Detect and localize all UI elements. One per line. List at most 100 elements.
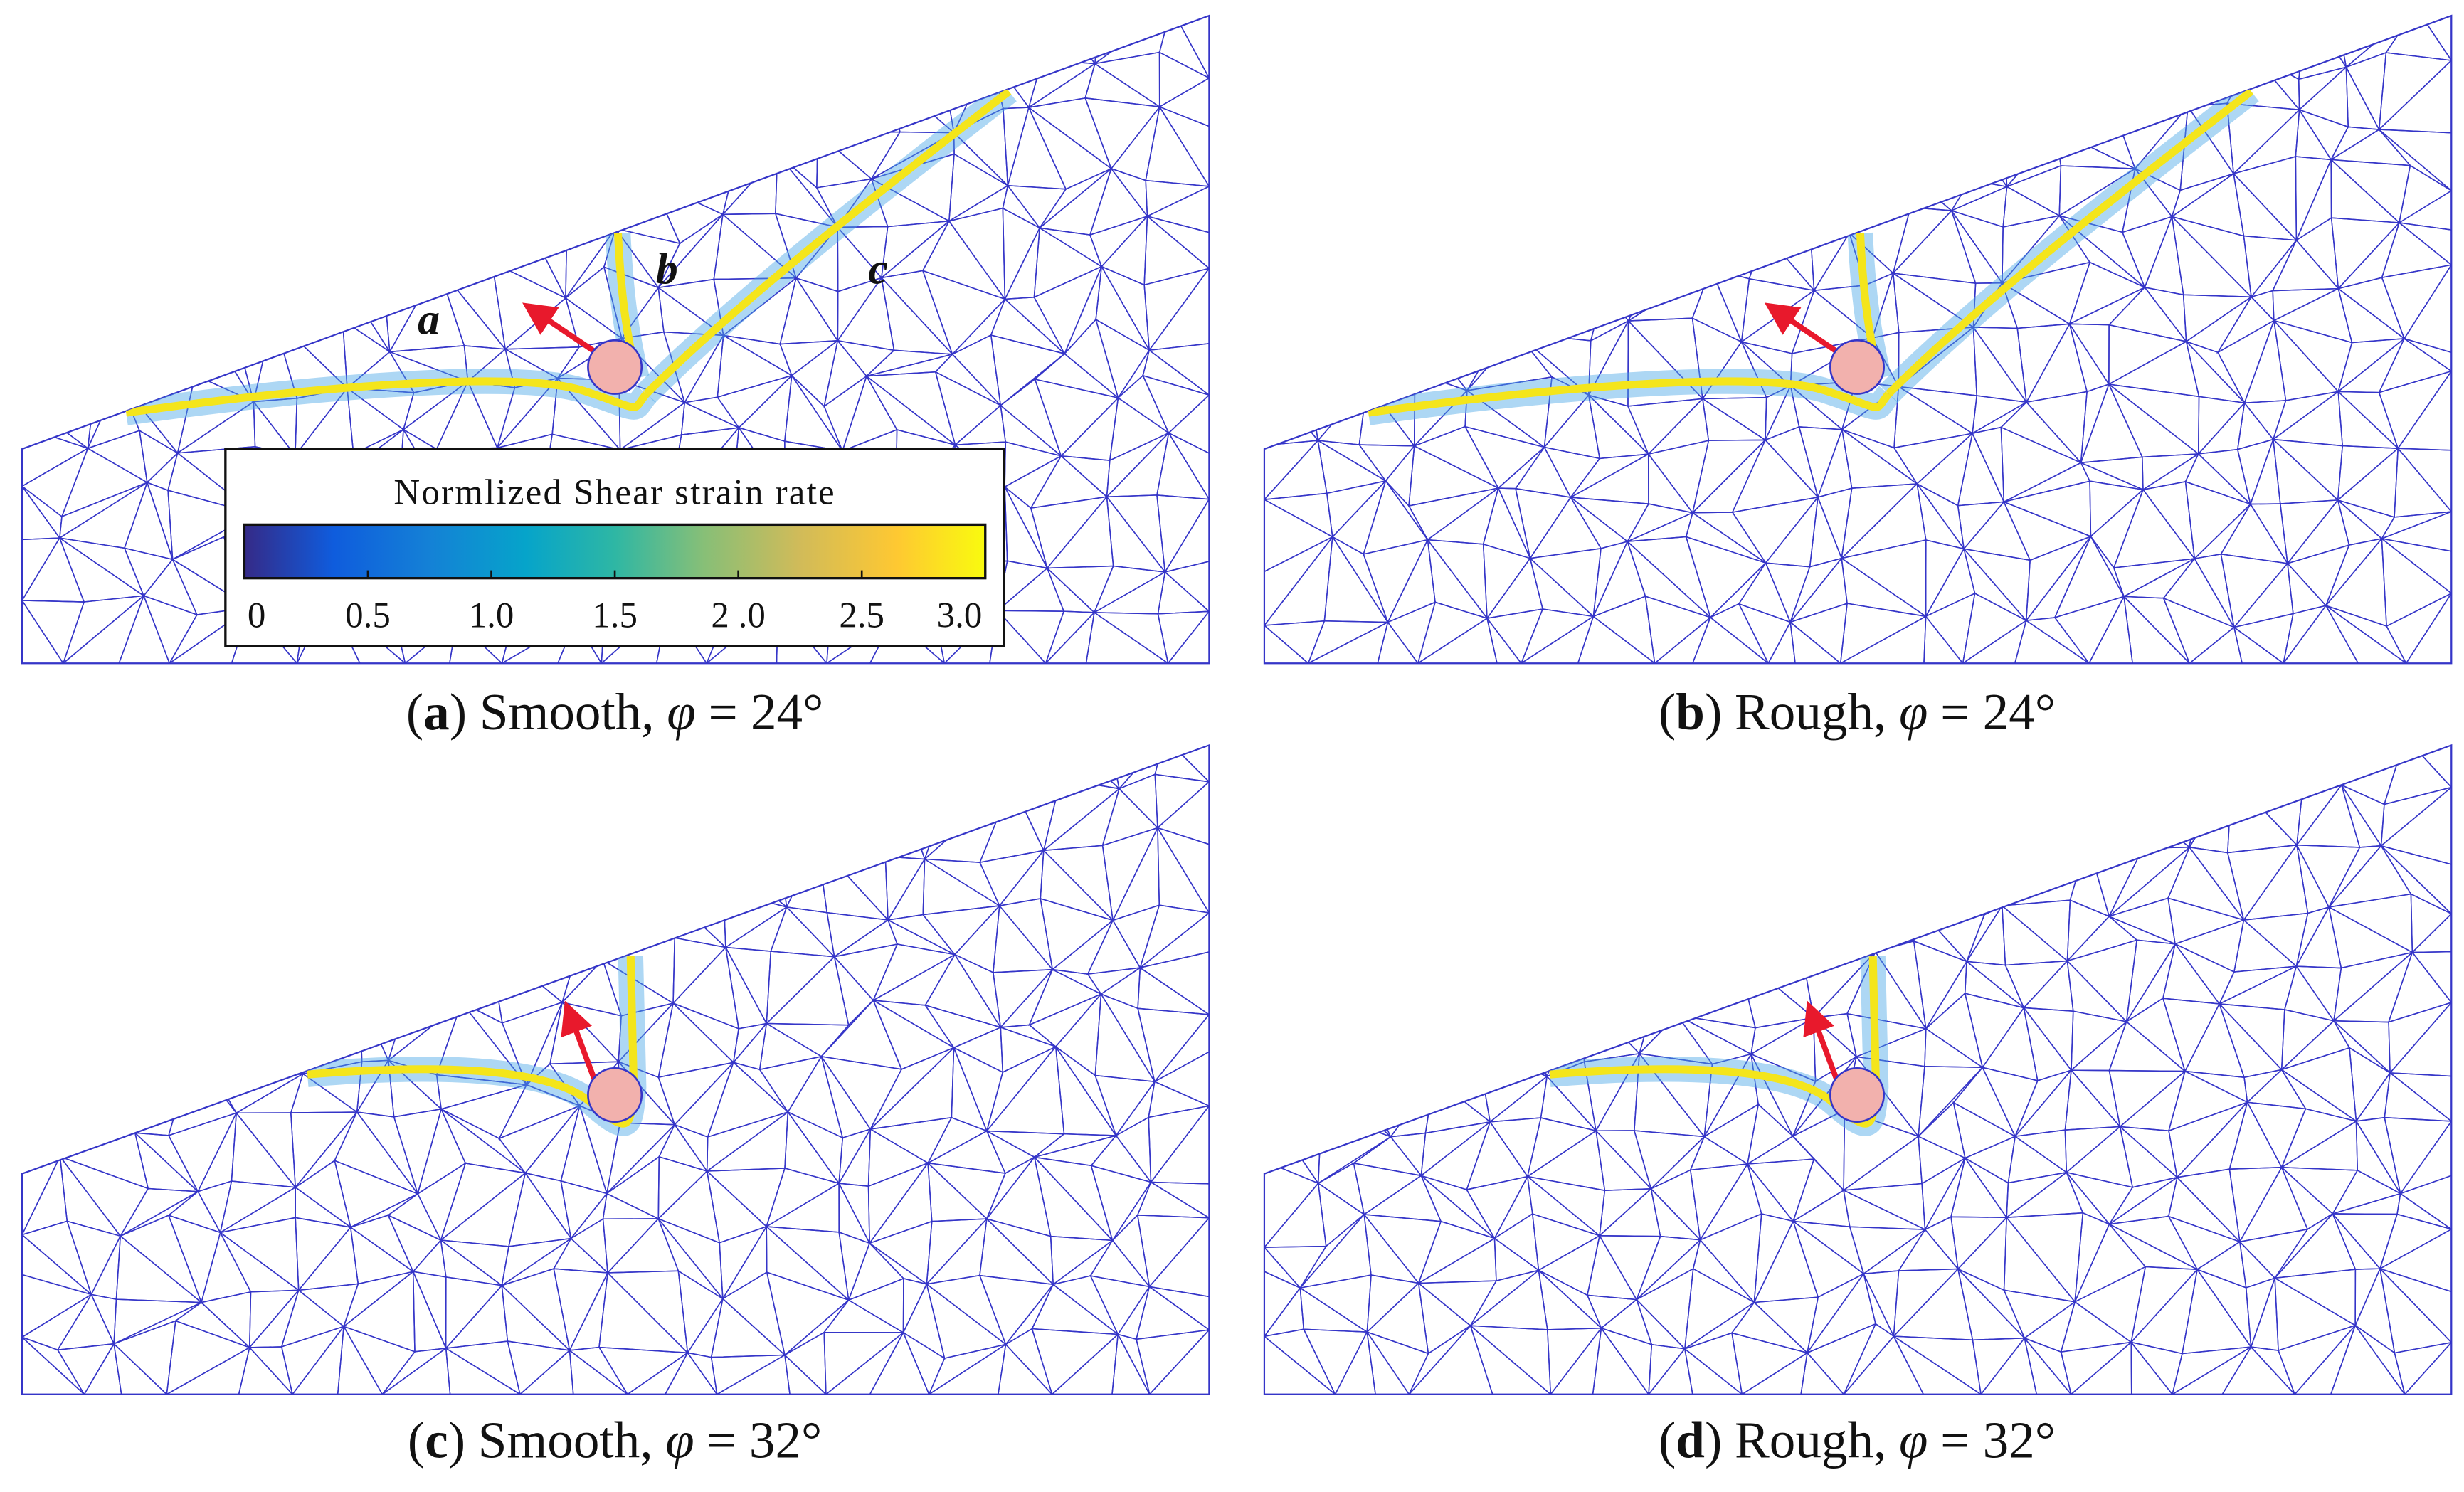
mesh-element: [887, 857, 926, 921]
mesh-element: [1572, 889, 1649, 961]
mesh-element: [2053, 596, 2125, 664]
panel: [21, 744, 1210, 1395]
mesh-element: [1746, 68, 1820, 135]
mesh-element: [343, 773, 407, 848]
mesh-element: [923, 782, 1012, 863]
mesh-element: [191, 1020, 250, 1085]
mesh-element: [879, 221, 950, 279]
mesh-element: [22, 62, 92, 125]
mesh-element: [1644, 206, 1712, 287]
mesh-element: [2394, 1341, 2452, 1395]
mesh-element: [926, 1116, 988, 1165]
mesh-element: [1002, 184, 1040, 229]
mesh-element: [1641, 889, 1705, 961]
mesh-element: [248, 962, 300, 1023]
mesh-element: [1377, 620, 1419, 664]
mesh-element: [951, 334, 1002, 408]
mesh-element: [1637, 745, 1703, 788]
mesh-element: [1488, 297, 1526, 335]
mesh-element: [1849, 1226, 1927, 1275]
mesh-element: [705, 1168, 786, 1228]
mesh-element: [598, 16, 674, 64]
mesh-element: [1302, 1004, 1379, 1069]
mesh-element: [569, 1349, 630, 1395]
mesh-element: [1846, 863, 1922, 912]
mesh-element: [1142, 349, 1210, 396]
mesh-element: [598, 1271, 689, 1354]
mesh-element: [1145, 105, 1210, 187]
mesh-element: [724, 905, 788, 952]
mesh-element: [1918, 68, 1980, 123]
mesh-element: [329, 845, 411, 900]
mesh-element: [1312, 316, 1369, 385]
mesh-element: [2130, 1340, 2174, 1395]
mesh-element: [1758, 16, 1816, 72]
mesh-element: [1422, 804, 1493, 858]
mesh-element: [349, 1226, 415, 1285]
mesh-element: [1007, 105, 1067, 190]
mesh-element: [1817, 427, 1853, 498]
mesh-element: [825, 16, 892, 80]
mesh-element: [1469, 1323, 1553, 1395]
mesh-element: [1358, 444, 1416, 482]
mesh-element: [565, 857, 629, 919]
mesh-element: [1799, 909, 1878, 953]
mesh-element: [783, 1331, 827, 1395]
mesh-element: [1654, 861, 1704, 908]
mesh-element: [603, 173, 654, 230]
mesh-element: [165, 745, 238, 803]
mesh-element: [1042, 778, 1121, 852]
mesh-element: [1360, 109, 1411, 155]
mesh-element: [1303, 224, 1387, 297]
mesh-element: [354, 245, 419, 297]
mesh-element: [998, 898, 1054, 972]
mesh-element: [563, 780, 630, 860]
mesh-element: [1365, 1330, 1429, 1395]
mesh-element: [22, 121, 91, 172]
mesh-element: [1363, 1212, 1420, 1284]
mesh-element: [22, 16, 58, 75]
slope-outline: [1263, 14, 2453, 665]
mesh-element: [113, 1301, 202, 1345]
mesh-element: [255, 846, 292, 901]
mesh-element: [218, 1217, 300, 1291]
mesh-element: [2085, 795, 2144, 850]
mesh-element: [22, 846, 87, 919]
mesh-element: [1086, 919, 1141, 975]
mesh-element: [1469, 49, 1545, 110]
mesh-element: [1410, 882, 1495, 970]
mesh-element: [2108, 1223, 2198, 1270]
mesh-element: [1158, 51, 1210, 108]
mesh-element: [2024, 1338, 2073, 1395]
mesh-element: [834, 919, 899, 958]
mesh-element: [1413, 784, 1481, 859]
mesh-element: [346, 16, 395, 58]
mesh-element: [837, 745, 900, 812]
mesh-element: [58, 536, 146, 603]
mesh-element: [56, 1343, 115, 1395]
mesh-element: [1264, 1328, 1336, 1395]
mesh-element: [58, 1155, 149, 1237]
mesh-element: [393, 1108, 443, 1196]
mesh-element: [90, 1235, 121, 1301]
shear-band-core: [643, 88, 1012, 397]
mesh-element: [1089, 1239, 1151, 1288]
mesh-element: [299, 16, 360, 58]
mesh-element: [64, 222, 146, 298]
mesh-element: [2280, 1009, 2335, 1072]
mesh-element: [727, 43, 794, 122]
mesh-element: [1585, 207, 1656, 291]
mesh-element: [2283, 965, 2335, 1022]
mesh-element: [1416, 617, 1498, 664]
mesh-element: [1592, 745, 1647, 799]
colorbar-title: Normlized Shear strain rate: [393, 473, 835, 513]
mesh-element: [2003, 1216, 2077, 1303]
mesh-element: [884, 856, 926, 922]
mesh-element: [2217, 965, 2298, 1010]
mesh-element: [460, 940, 503, 1025]
mesh-element: [60, 62, 147, 124]
mesh-element: [1592, 596, 1656, 664]
mesh-element: [1688, 42, 1749, 123]
mesh-element: [1157, 571, 1210, 615]
